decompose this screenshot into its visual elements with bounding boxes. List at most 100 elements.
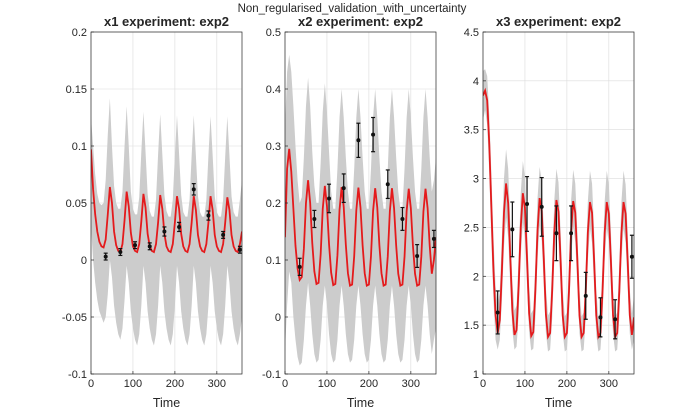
data-point: [177, 221, 182, 233]
data-point: [356, 122, 361, 158]
plot-area: [285, 54, 436, 366]
x-tick-label: 100: [124, 378, 142, 390]
data-point: [510, 201, 515, 258]
data-marker: [177, 224, 182, 229]
y-tick-label: -0.05: [62, 312, 87, 324]
data-marker: [162, 229, 167, 234]
x-tick-label: 300: [600, 378, 618, 390]
x-tick-label: 100: [516, 378, 534, 390]
data-point: [341, 173, 346, 204]
y-tick-label: 0.1: [72, 141, 87, 153]
x-tick-label: 0: [282, 378, 288, 390]
x-tick-label: 100: [318, 378, 336, 390]
data-point: [133, 241, 138, 250]
data-point: [118, 248, 123, 257]
model-line: [483, 87, 634, 340]
y-tick-label: 0: [275, 312, 281, 324]
plot-area: [91, 98, 242, 346]
x-tick-label: 200: [360, 378, 378, 390]
data-points: [495, 176, 634, 340]
data-point: [103, 252, 108, 261]
subplot-3: 0 100 200 300 1 1.5 2 2.5 3 3.5 4 4.5 x3 experiment:…: [464, 14, 635, 410]
axes-box: [482, 31, 635, 375]
x-tick-label: 300: [208, 378, 226, 390]
data-marker: [629, 254, 634, 259]
data-marker: [583, 293, 588, 298]
data-marker: [312, 216, 317, 221]
y-tick-label: 0.2: [72, 27, 87, 39]
data-marker: [431, 236, 436, 241]
data-marker: [569, 231, 574, 236]
data-marker: [554, 231, 559, 236]
data-point: [629, 234, 634, 279]
y-tick-label: 0.3: [266, 141, 281, 153]
y-tick-label: 4.5: [464, 27, 479, 39]
y-tick-label: 0.15: [66, 84, 87, 96]
y-tick-label: 4: [473, 76, 479, 88]
data-marker: [510, 227, 515, 232]
y-tick-label: 2: [473, 271, 479, 283]
uncertainty-band: [91, 98, 242, 346]
data-marker: [371, 132, 376, 137]
data-marker: [327, 196, 332, 201]
data-points: [297, 116, 436, 276]
data-marker: [613, 317, 618, 322]
data-point: [598, 297, 603, 338]
y-tick-label: 3: [473, 174, 479, 186]
y-tick-label: 0.05: [66, 198, 87, 210]
x-tick-label: 200: [558, 378, 576, 390]
data-marker: [400, 216, 405, 221]
data-point: [583, 271, 588, 320]
y-tick-label: -0.1: [68, 369, 87, 381]
data-point: [415, 244, 420, 269]
tick-labels: 0 100 200 300-0.100.10.20.30.40.5: [262, 27, 420, 390]
data-point: [221, 230, 226, 239]
x-tick-label: 300: [402, 378, 420, 390]
data-marker: [237, 247, 242, 252]
y-tick-label: 0.1: [266, 255, 281, 267]
data-point: [525, 176, 530, 232]
data-point: [539, 176, 544, 237]
data-marker: [221, 232, 226, 237]
data-point: [613, 299, 618, 340]
data-point: [327, 183, 332, 214]
data-marker: [356, 138, 361, 143]
data-point: [371, 116, 376, 153]
data-marker: [495, 310, 500, 315]
y-tick-label: 0.2: [266, 198, 281, 210]
data-marker: [206, 213, 211, 218]
data-point: [431, 229, 436, 249]
data-point: [554, 205, 559, 262]
y-tick-label: -0.1: [262, 369, 281, 381]
data-point: [206, 210, 211, 221]
data-marker: [598, 315, 603, 320]
y-tick-label: 3.5: [464, 125, 479, 137]
subplot-title: x3 experiment: exp2: [496, 14, 621, 29]
data-point: [147, 242, 152, 251]
y-tick-label: 0: [81, 255, 87, 267]
data-marker: [525, 201, 530, 206]
data-marker: [103, 254, 108, 259]
x-axis-label: Time: [347, 396, 374, 410]
data-marker: [133, 243, 138, 248]
y-tick-label: 1: [473, 369, 479, 381]
data-marker: [341, 186, 346, 191]
data-marker: [297, 264, 302, 269]
subplot-1: 0 100 200 300 -0.1 -0.05 0 0.05 0.1 0.15 0.2 x1 exp…: [62, 14, 243, 410]
figure-suptitle: Non_regularised_validation_with_uncertai…: [238, 3, 467, 15]
data-marker: [191, 187, 196, 192]
data-point: [297, 257, 302, 276]
x-tick-label: 0: [480, 378, 486, 390]
model-line: [91, 149, 242, 254]
data-marker: [118, 250, 123, 255]
data-points: [103, 183, 242, 261]
data-marker: [539, 204, 544, 209]
subplot-2: 0 100 200 300-0.100.10.20.30.40.5x2 experim…: [262, 14, 437, 410]
x-axis-label: Time: [545, 396, 572, 410]
tick-labels: 0 100 200 300 1 1.5 2 2.5 3 3.5 4 4.5: [464, 27, 618, 390]
data-marker: [147, 244, 152, 249]
data-point: [191, 183, 196, 196]
y-tick-label: 2.5: [464, 222, 479, 234]
